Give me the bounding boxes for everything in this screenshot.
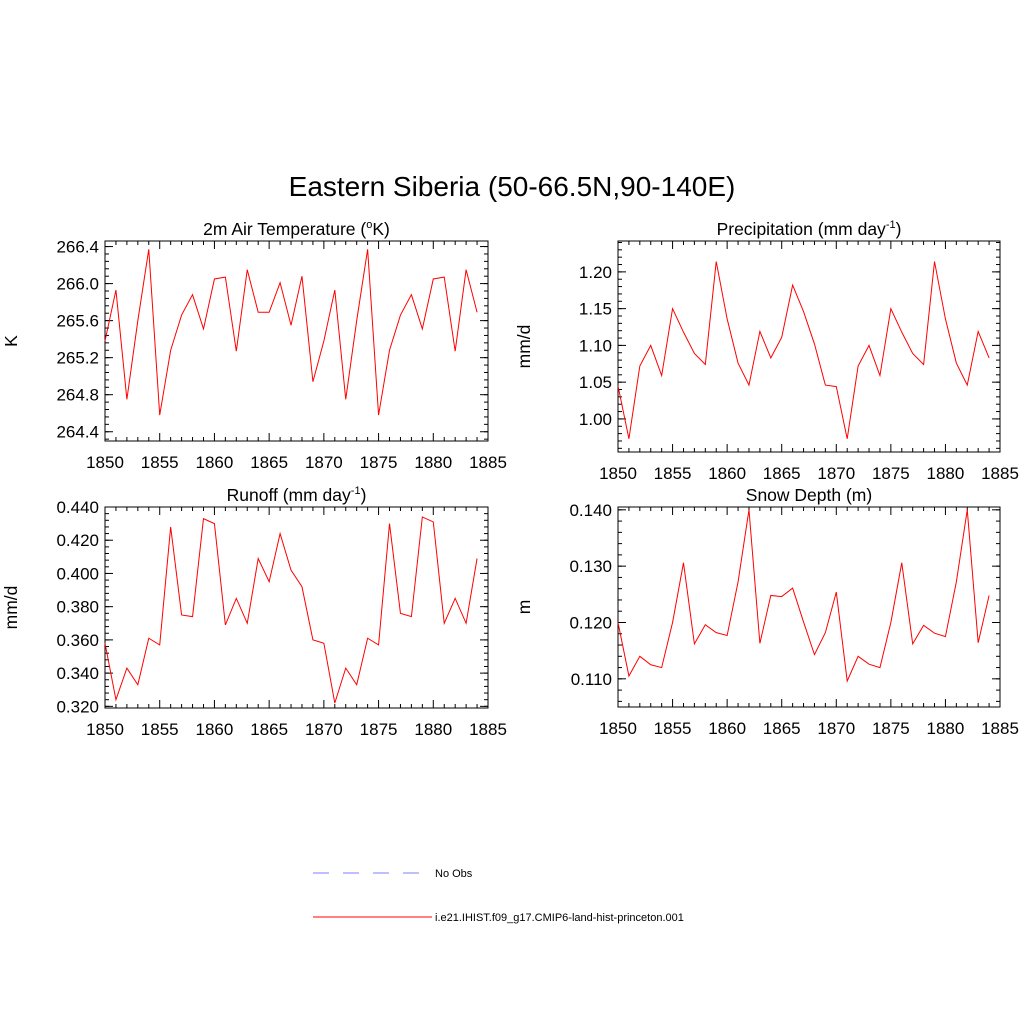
air-temperature-y-tick-label: 264.8 <box>56 386 99 405</box>
runoff-x-tick-label: 1875 <box>360 720 398 739</box>
precipitation-x-tick-label: 1880 <box>927 464 965 483</box>
runoff-title-end: ) <box>361 485 367 505</box>
air-temperature-x-tick-label: 1860 <box>196 453 234 472</box>
legend: No Obs i.e21.IHIST.f09_g17.CMIP6-land-hi… <box>313 868 684 924</box>
air-temperature-y-tick-label: 266.0 <box>56 275 99 294</box>
precipitation-title-main: Precipitation (mm day <box>717 219 886 239</box>
runoff-y-tick-label: 0.340 <box>56 664 99 683</box>
runoff-plot-frame <box>104 506 489 709</box>
runoff-title-superscript: -1 <box>351 485 361 497</box>
snow-depth-x-tick-label: 1880 <box>927 719 965 738</box>
air-temperature-y-axis-label: K <box>1 335 21 347</box>
precipitation-x-tick-label: 1850 <box>599 464 637 483</box>
snow-depth-title-main: Snow Depth (m) <box>746 485 872 505</box>
air-temperature-title: 2m Air Temperature (oK) <box>203 219 390 239</box>
precipitation-y-tick-label: 1.20 <box>579 263 612 282</box>
runoff-y-tick-label: 0.440 <box>56 498 99 517</box>
precipitation-x-tick-label: 1855 <box>654 464 692 483</box>
panel-precipitation: 1.00 1.05 1.10 1.15 1.20 1850 1855 1860 1865 1870… <box>514 219 1019 483</box>
air-temperature-x-tick-label: 1870 <box>305 453 343 472</box>
precipitation-x-tick-label: 1865 <box>763 464 801 483</box>
air-temperature-x-tick-label: 1875 <box>360 453 398 472</box>
air-temperature-x-tick-label: 1855 <box>141 453 179 472</box>
runoff-x-tick-label: 1880 <box>414 720 452 739</box>
snow-depth-title: Snow Depth (m) <box>746 485 872 505</box>
runoff-x-tick-label: 1855 <box>141 720 179 739</box>
runoff-x-tick-label: 1885 <box>469 720 507 739</box>
air-temperature-y-tick-label: 265.6 <box>56 312 99 331</box>
precipitation-y-tick-label: 1.10 <box>579 336 612 355</box>
air-temperature-x-tick-label: 1880 <box>414 453 452 472</box>
snow-depth-x-tick-label: 1855 <box>654 719 692 738</box>
precipitation-x-tick-label: 1875 <box>872 464 910 483</box>
precipitation-x-tick-label: 1885 <box>981 464 1019 483</box>
panel-snow-depth: 0.110 0.120 0.130 0.140 1850 1855 1860 1865 1870… <box>514 485 1019 738</box>
runoff-x-tick-label: 1865 <box>250 720 288 739</box>
runoff-y-tick-label: 0.400 <box>56 564 99 583</box>
air-temperature-y-tick-label: 265.2 <box>56 349 99 368</box>
air-temperature-y-tick-label: 264.4 <box>56 423 99 442</box>
precipitation-x-tick-label: 1870 <box>817 464 855 483</box>
precipitation-title: Precipitation (mm day-1) <box>717 219 902 239</box>
snow-depth-y-tick-label: 0.110 <box>571 670 612 689</box>
runoff-y-tick-label: 0.380 <box>56 598 99 617</box>
runoff-title-main: Runoff (mm day <box>227 485 351 505</box>
precipitation-y-tick-label: 1.00 <box>579 410 612 429</box>
precipitation-x-tick-label: 1860 <box>708 464 746 483</box>
precipitation-title-end: ) <box>896 219 902 239</box>
snow-depth-x-tick-label: 1860 <box>708 719 746 738</box>
air-temperature-x-tick-label: 1885 <box>469 453 507 472</box>
snow-depth-y-tick-label: 0.130 <box>569 557 612 576</box>
figure-title: Eastern Siberia (50-66.5N,90-140E) <box>289 171 736 202</box>
panel-air-temperature: 264.4 264.8 265.2 265.6 266.0 266.4 1850 1855 18… <box>1 219 507 472</box>
runoff-y-tick-label: 0.360 <box>56 631 99 650</box>
runoff-series-line <box>104 516 478 704</box>
air-temperature-title-end: K) <box>372 219 390 239</box>
precipitation-title-superscript: -1 <box>886 219 896 231</box>
snow-depth-x-tick-label: 1865 <box>763 719 801 738</box>
snow-depth-series-line <box>617 509 990 683</box>
snow-depth-x-tick-label: 1885 <box>981 719 1019 738</box>
runoff-x-tick-label: 1860 <box>196 720 234 739</box>
snow-depth-x-tick-label: 1870 <box>817 719 855 738</box>
snow-depth-plot-frame <box>617 506 1001 708</box>
precipitation-plot-frame <box>617 240 1001 453</box>
runoff-x-tick-label: 1850 <box>86 720 124 739</box>
precipitation-y-tick-label: 1.15 <box>579 300 612 319</box>
legend-no-obs-label: No Obs <box>435 868 473 880</box>
precipitation-series-line <box>617 261 990 439</box>
snow-depth-y-axis-label: m <box>514 600 534 615</box>
snow-depth-y-tick-label: 0.140 <box>569 501 612 520</box>
runoff-y-tick-label: 0.420 <box>56 531 99 550</box>
snow-depth-x-tick-label: 1875 <box>872 719 910 738</box>
legend-model-label: i.e21.IHIST.f09_g17.CMIP6-land-hist-prin… <box>435 912 684 924</box>
snow-depth-y-tick-label: 0.120 <box>569 613 612 632</box>
air-temperature-title-main: 2m Air Temperature ( <box>203 219 366 239</box>
runoff-y-tick-label: 0.320 <box>56 697 99 716</box>
air-temperature-x-tick-label: 1865 <box>250 453 288 472</box>
runoff-title: Runoff (mm day-1) <box>227 485 367 505</box>
runoff-y-axis-label: mm/d <box>1 586 21 630</box>
precipitation-y-tick-label: 1.05 <box>579 373 612 392</box>
panel-runoff: 0.320 0.340 0.360 0.380 0.400 0.420 0.440 1850 1… <box>1 485 507 739</box>
precipitation-y-axis-label: mm/d <box>514 325 534 369</box>
air-temperature-plot-frame <box>104 240 489 442</box>
snow-depth-x-tick-label: 1850 <box>599 719 637 738</box>
air-temperature-title-superscript: o <box>366 219 372 231</box>
air-temperature-x-tick-label: 1850 <box>86 453 124 472</box>
air-temperature-series-line <box>104 249 478 416</box>
runoff-x-tick-label: 1870 <box>305 720 343 739</box>
air-temperature-y-tick-label: 266.4 <box>56 238 99 257</box>
